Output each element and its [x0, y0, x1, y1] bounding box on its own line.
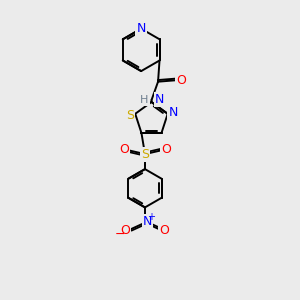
Text: +: +	[147, 212, 155, 222]
Text: N: N	[154, 93, 164, 106]
Text: O: O	[176, 74, 186, 87]
Text: O: O	[161, 142, 171, 156]
Text: H: H	[140, 95, 148, 105]
Text: −: −	[114, 228, 125, 241]
Text: N: N	[142, 215, 152, 228]
Text: S: S	[141, 148, 149, 160]
Text: O: O	[121, 224, 130, 237]
Text: O: O	[160, 224, 169, 237]
Text: N: N	[136, 22, 146, 35]
Text: N: N	[168, 106, 178, 119]
Text: O: O	[119, 142, 129, 156]
Text: S: S	[126, 109, 134, 122]
